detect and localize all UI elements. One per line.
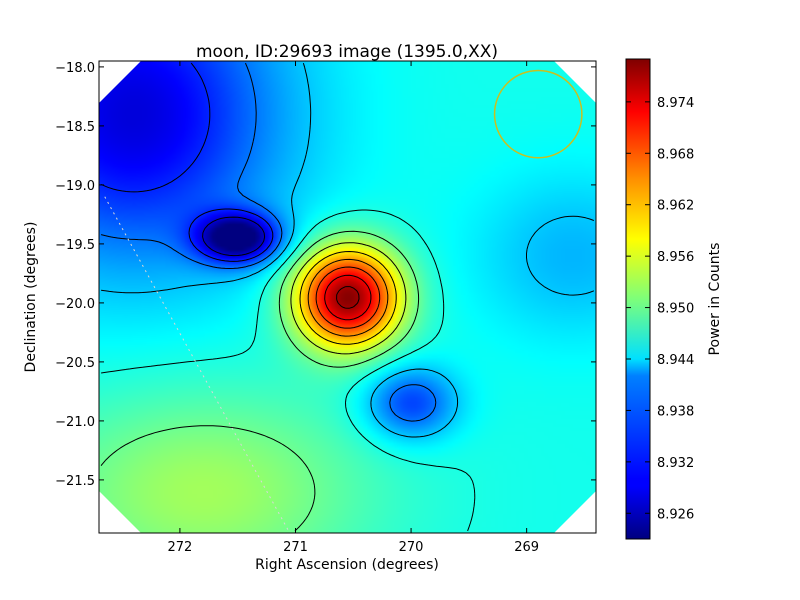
y-tick-label: −18.0 bbox=[55, 61, 95, 76]
x-tick-label: 269 bbox=[514, 540, 539, 555]
heatmap-image bbox=[99, 61, 596, 533]
corner-mask bbox=[99, 61, 141, 103]
beam-circle bbox=[493, 69, 583, 159]
colorbar-tick-label: 8.932 bbox=[657, 456, 694, 471]
y-tick-label: −19.0 bbox=[55, 179, 95, 194]
colorbar bbox=[625, 58, 651, 540]
y-tick-label: −21.5 bbox=[55, 474, 95, 489]
chart-title: moon, ID:29693 image (1395.0,XX) bbox=[196, 42, 498, 62]
y-tick-label: −19.5 bbox=[55, 238, 95, 253]
y-tick-label: −18.5 bbox=[55, 120, 95, 135]
colorbar-tick-label: 8.962 bbox=[657, 199, 694, 214]
y-axis: −18.0 −18.5 −19.0 −19.5 −20.0 −20.5 −21.0 −21.5 bbox=[55, 61, 596, 489]
contour-lines bbox=[100, 62, 595, 532]
y-axis-label: Declination (degrees) bbox=[23, 222, 39, 373]
x-tick-label: 272 bbox=[167, 540, 192, 555]
corner-mask bbox=[554, 491, 596, 533]
x-tick-label: 270 bbox=[399, 540, 424, 555]
plot-frame bbox=[98, 60, 597, 534]
corner-masks bbox=[99, 61, 596, 533]
colorbar-tick-label: 8.956 bbox=[657, 250, 694, 265]
colorbar-label: Power in Counts bbox=[707, 243, 723, 356]
y-tick-label: −20.5 bbox=[55, 356, 95, 371]
colorbar-tick-label: 8.926 bbox=[657, 507, 694, 522]
x-axis: 272 271 270 269 bbox=[167, 61, 539, 555]
y-tick-label: −21.0 bbox=[55, 415, 95, 430]
colorbar-tick-label: 8.950 bbox=[657, 302, 694, 317]
corner-mask bbox=[99, 491, 141, 533]
colorbar-tick-label: 8.968 bbox=[657, 147, 694, 162]
dotted-line bbox=[104, 196, 291, 533]
contour-path bbox=[100, 62, 595, 532]
colorbar-ticks: 8.926 8.932 8.938 8.944 8.950 8.956 8.962 8.968… bbox=[626, 96, 694, 522]
x-axis-label: Right Ascension (degrees) bbox=[255, 557, 439, 573]
colorbar-tick-label: 8.944 bbox=[657, 353, 694, 368]
x-tick-label: 271 bbox=[283, 540, 308, 555]
colorbar-tick-label: 8.938 bbox=[657, 404, 694, 419]
y-tick-label: −20.0 bbox=[55, 297, 95, 312]
corner-mask bbox=[554, 61, 596, 103]
colorbar-tick-label: 8.974 bbox=[657, 96, 694, 111]
